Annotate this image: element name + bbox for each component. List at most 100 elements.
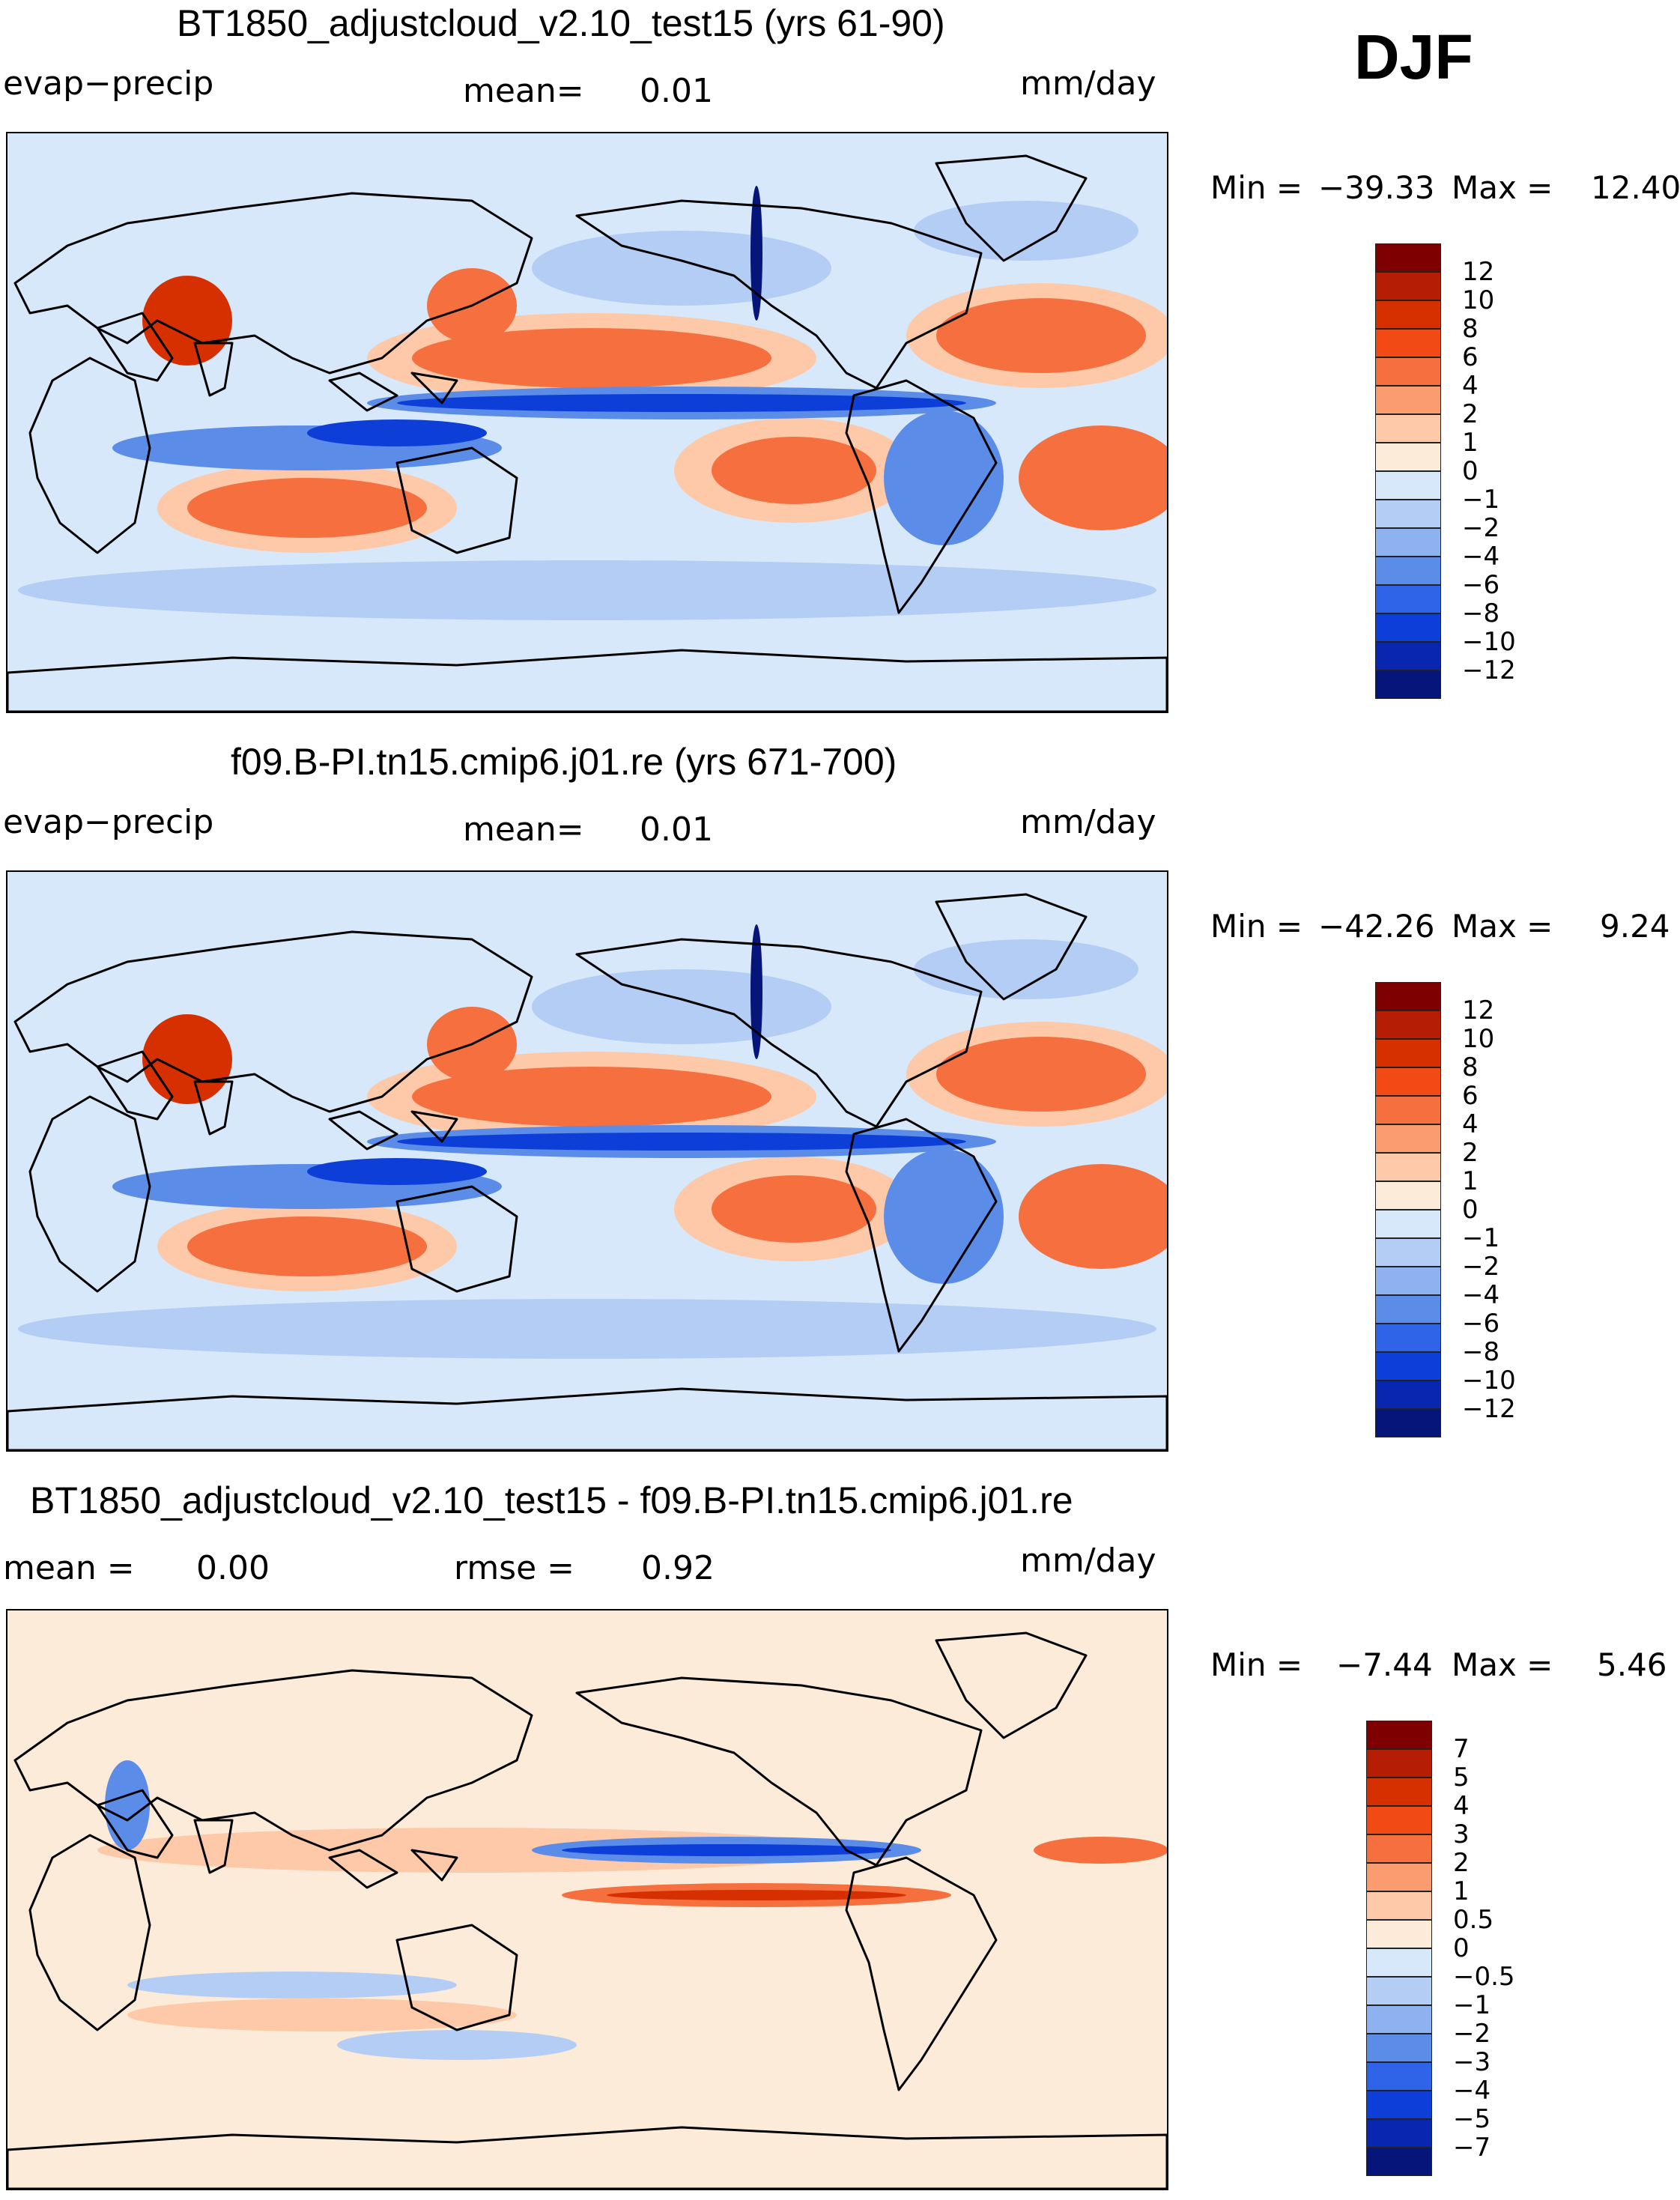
amazon-convergence (884, 410, 1004, 545)
colorbar-tick-label: 1 (1453, 1876, 1470, 1906)
coastline (13, 1669, 533, 1852)
coastline (193, 1080, 234, 1136)
colorbar-swatch (1375, 1039, 1441, 1067)
coastline (328, 1849, 398, 1889)
colorbar-tick-label: −12 (1462, 655, 1516, 685)
colorbar-swatch (1366, 1977, 1432, 2005)
colorbar-swatch (1375, 300, 1441, 329)
colorbar-swatch (1366, 2005, 1432, 2034)
colorbar-tick-label: 0.5 (1453, 1905, 1494, 1935)
colorbar-swatch (1375, 1153, 1441, 1181)
panel3-mean-value: 0.00 (196, 1549, 270, 1587)
colorbar-swatch (1375, 329, 1441, 357)
coastline (193, 342, 234, 397)
southern-ocean-band (18, 1299, 1156, 1359)
colorbar-swatch (1366, 1721, 1432, 1749)
colorbar-swatch (1375, 528, 1441, 557)
colorbar-tick-label: −6 (1462, 570, 1500, 600)
coastline (7, 1387, 1167, 1450)
colorbar-swatch (1366, 1778, 1432, 1806)
colorbar-tick-label: −12 (1462, 1394, 1516, 1424)
coastline (935, 893, 1088, 1001)
panel1-map (6, 132, 1168, 713)
coastline (845, 1856, 998, 2091)
panel1-contour-map (7, 133, 1167, 712)
subtropical-high-north-pacific-core (412, 328, 771, 388)
colorbar-tick-label: 2 (1462, 399, 1479, 429)
colorbar-swatch (1375, 243, 1441, 272)
colorbar-swatch (1366, 1891, 1432, 1920)
coastline (96, 312, 174, 382)
colorbar-tick-label: 5 (1453, 1763, 1470, 1793)
colorbar-swatch (1375, 357, 1441, 386)
maritime-continent-convergence (307, 1158, 487, 1185)
subtropical-high-south-pacific-core (712, 1175, 876, 1243)
panel3-contour-map (7, 1610, 1167, 2189)
diff-itcz-negative-core (562, 1844, 891, 1856)
season-label: DJF (1354, 22, 1473, 92)
diff-red-sea-negative (105, 1760, 150, 1850)
panel2-map (6, 870, 1168, 1452)
colorbar-tick-label: 6 (1462, 1081, 1479, 1111)
colorbar-tick-label: −5 (1453, 2104, 1491, 2134)
itcz-core (397, 394, 966, 412)
coastline (13, 192, 533, 375)
colorbar-tick-label: 10 (1462, 285, 1495, 315)
diff-south-indian-negative (127, 1972, 457, 1999)
colorbar-swatch (1375, 1324, 1441, 1352)
coastline (845, 1118, 998, 1353)
panel3-rmse-value: 0.92 (641, 1549, 715, 1587)
panel1-max-value: 12.40 (1591, 169, 1680, 206)
colorbar-tick-label: 4 (1453, 1791, 1470, 1821)
coastline (328, 372, 398, 412)
panel2-contour-map (7, 872, 1167, 1450)
colorbar-tick-label: −1 (1453, 1990, 1491, 2020)
panel1-variable-label: evap−precip (3, 64, 214, 103)
panel3-map (6, 1609, 1168, 2190)
colorbar-swatch (1375, 557, 1441, 585)
colorbar-tick-label: 2 (1453, 1848, 1470, 1878)
maritime-continent-convergence (307, 419, 487, 446)
diff-south-itcz-positive-core (607, 1890, 906, 1900)
colorbar-swatch (1375, 272, 1441, 300)
panel1-mean-label: mean= (463, 72, 584, 110)
colorbar-tick-label: −6 (1462, 1309, 1500, 1339)
colorbar-swatch (1375, 1238, 1441, 1267)
panel2-variable-label: evap−precip (3, 803, 214, 841)
coastline (935, 154, 1088, 262)
panel3-rmse-label: rmse = (454, 1549, 575, 1587)
panel2-min-label: Min = (1210, 908, 1303, 945)
colorbar-swatch (1366, 1948, 1432, 1977)
colorbar-swatch (1366, 1920, 1432, 1948)
panel2-mean-label: mean= (463, 810, 584, 849)
north-american-coastal-maximum (750, 186, 762, 321)
panel2-max-label: Max = (1452, 908, 1553, 945)
north-atlantic-storm-track (914, 201, 1138, 261)
panel2-units: mm/day (1020, 803, 1156, 841)
subtropical-high-south-pacific-core (712, 437, 876, 504)
colorbar-tick-label: 0 (1453, 1933, 1470, 1963)
colorbar-tick-label: −4 (1453, 2076, 1491, 2106)
colorbar-tick-label: −3 (1453, 2047, 1491, 2077)
colorbar-swatch (1375, 1267, 1441, 1295)
colorbar-swatch (1366, 2091, 1432, 2119)
subtropical-high-south-indian-core (187, 1216, 427, 1276)
colorbar-swatch (1366, 1749, 1432, 1778)
colorbar-swatch (1375, 443, 1441, 471)
coastline (28, 1095, 151, 1293)
north-pacific-storm-track (532, 231, 831, 306)
colorbar-swatch (1375, 613, 1441, 642)
panel1-title: BT1850_adjustcloud_v2.10_test15 (yrs 61-… (177, 2, 945, 44)
colorbar-swatch (1375, 414, 1441, 443)
diff-south-pacific-negative (337, 2030, 577, 2060)
colorbar-swatch (1366, 2034, 1432, 2062)
coastline (935, 1631, 1088, 1739)
coastline (28, 1834, 151, 2031)
colorbar-swatch (1366, 1806, 1432, 1834)
panel2-min-value: −42.26 (1318, 908, 1435, 945)
colorbar-tick-label: −1 (1462, 485, 1500, 515)
colorbar-swatch (1375, 1096, 1441, 1124)
panel1-max-label: Max = (1452, 169, 1553, 206)
panel1-min-value: −39.33 (1318, 169, 1435, 206)
colorbar-tick-label: 0 (1462, 456, 1479, 486)
